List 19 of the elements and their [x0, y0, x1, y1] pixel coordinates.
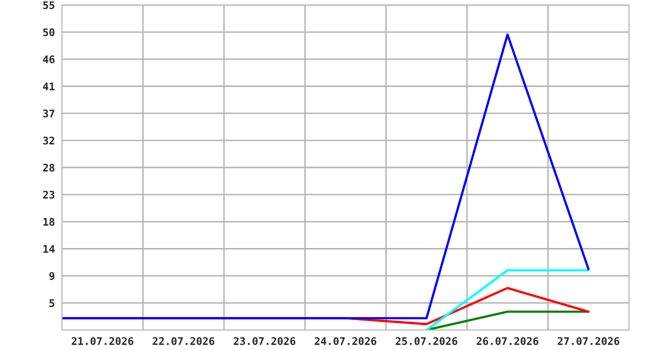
y-tick-label: 37	[43, 110, 54, 118]
y-tick-label: 23	[43, 190, 54, 199]
y-tick-label: 50	[43, 28, 54, 36]
y-tick-label: 41	[43, 82, 55, 90]
y-tick-label: 55	[43, 1, 54, 10]
x-tick-label: 23.07.2026	[234, 337, 296, 346]
x-tick-label: 22.07.2026	[152, 337, 214, 346]
y-tick-label: 5	[50, 299, 54, 308]
y-tick-label: 9	[49, 272, 54, 280]
x-tick-label: 24.07.2026	[314, 337, 376, 346]
y-tick-label: 14	[43, 245, 55, 253]
x-tick-label: 27.07.2026	[558, 337, 620, 346]
y-tick-label: 46	[43, 55, 54, 64]
x-tick-label: 26.07.2026	[476, 337, 538, 346]
y-tick-label: 28	[43, 164, 54, 172]
x-tick-label: 25.07.2026	[396, 337, 458, 346]
x-tick-label: 21.07.2026	[72, 337, 134, 346]
y-tick-label: 18	[43, 218, 54, 226]
y-tick-label: 32	[43, 136, 54, 145]
